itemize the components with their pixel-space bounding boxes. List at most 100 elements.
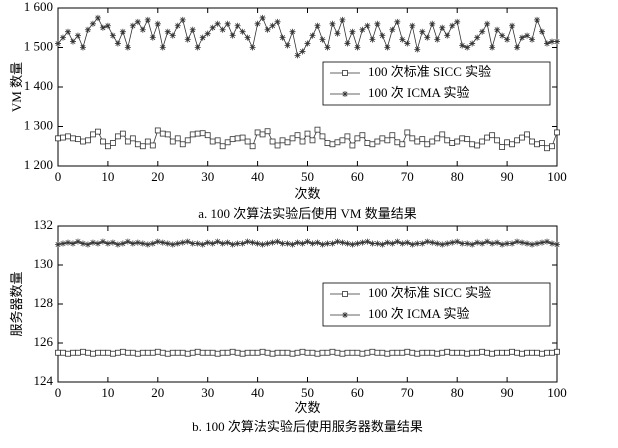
- marker: [124, 138, 131, 145]
- marker: [284, 349, 291, 356]
- marker: [249, 44, 256, 51]
- marker: [229, 241, 236, 248]
- legend-label: 100 次 ICMA 实验: [368, 85, 469, 100]
- marker: [444, 137, 451, 144]
- marker: [214, 137, 221, 144]
- marker: [144, 138, 151, 145]
- marker: [344, 349, 351, 356]
- marker: [105, 349, 111, 356]
- marker: [294, 52, 301, 59]
- marker: [55, 241, 61, 248]
- marker: [499, 349, 506, 356]
- marker: [469, 241, 476, 248]
- marker: [389, 26, 396, 33]
- marker: [324, 240, 331, 247]
- marker: [524, 349, 530, 356]
- marker: [174, 22, 181, 29]
- marker: [259, 131, 266, 138]
- marker: [134, 141, 141, 148]
- marker: [299, 48, 306, 55]
- marker: [509, 141, 515, 148]
- marker: [119, 130, 126, 137]
- marker: [544, 238, 551, 245]
- marker: [214, 350, 221, 357]
- marker: [204, 30, 211, 37]
- marker: [289, 241, 296, 248]
- marker: [384, 137, 391, 144]
- marker: [529, 241, 536, 248]
- marker: [279, 240, 286, 247]
- marker: [264, 349, 271, 356]
- marker: [184, 350, 191, 357]
- marker: [379, 349, 386, 356]
- x-tick-label: 60: [351, 385, 364, 400]
- marker: [529, 138, 535, 145]
- marker: [254, 20, 261, 27]
- marker: [514, 349, 520, 356]
- marker: [199, 349, 206, 356]
- marker: [304, 130, 311, 137]
- marker: [274, 142, 281, 149]
- marker: [294, 132, 301, 139]
- marker: [374, 138, 381, 145]
- marker: [154, 127, 161, 134]
- x-tick-label: 50: [301, 169, 314, 184]
- marker: [95, 349, 101, 356]
- x-axis-label: 次数: [294, 186, 320, 201]
- marker: [324, 140, 331, 146]
- marker: [79, 240, 86, 247]
- marker: [184, 238, 191, 245]
- marker: [519, 134, 525, 141]
- marker: [219, 143, 226, 150]
- marker: [169, 138, 176, 145]
- marker: [504, 240, 511, 247]
- marker: [499, 32, 506, 39]
- y-tick-label: 126: [34, 334, 54, 349]
- marker: [119, 240, 126, 247]
- marker: [329, 20, 336, 27]
- marker: [105, 143, 111, 150]
- marker: [94, 14, 101, 21]
- x-tick-label: 30: [201, 385, 214, 400]
- marker: [55, 135, 61, 142]
- legend-label: 100 次标准 SICC 实验: [368, 64, 491, 79]
- marker: [544, 349, 550, 356]
- marker: [229, 136, 236, 143]
- marker: [69, 38, 76, 45]
- marker: [264, 128, 271, 135]
- marker: [509, 22, 516, 29]
- marker: [479, 240, 486, 247]
- marker: [74, 32, 81, 39]
- legend-label: 100 次标准 SICC 实验: [368, 285, 491, 300]
- marker: [304, 40, 311, 47]
- marker: [394, 18, 401, 25]
- x-tick-label: 70: [401, 169, 414, 184]
- marker: [134, 239, 141, 246]
- marker: [464, 350, 471, 357]
- y-tick-label: 1 400: [24, 78, 53, 93]
- marker: [374, 349, 381, 356]
- marker: [264, 26, 271, 33]
- marker: [294, 349, 301, 356]
- marker: [85, 349, 91, 356]
- marker: [164, 240, 171, 247]
- marker: [449, 239, 456, 246]
- marker: [419, 240, 426, 247]
- marker: [129, 135, 136, 142]
- marker: [259, 241, 266, 248]
- marker: [159, 44, 166, 51]
- marker: [449, 140, 456, 146]
- marker: [119, 28, 126, 35]
- marker: [369, 36, 376, 43]
- marker: [254, 240, 261, 247]
- marker: [174, 349, 181, 356]
- marker: [209, 349, 216, 356]
- marker: [394, 238, 401, 245]
- x-tick-label: 50: [301, 385, 314, 400]
- marker: [314, 126, 321, 133]
- marker: [174, 135, 181, 142]
- marker: [149, 240, 156, 247]
- marker: [389, 240, 396, 247]
- marker: [489, 44, 496, 51]
